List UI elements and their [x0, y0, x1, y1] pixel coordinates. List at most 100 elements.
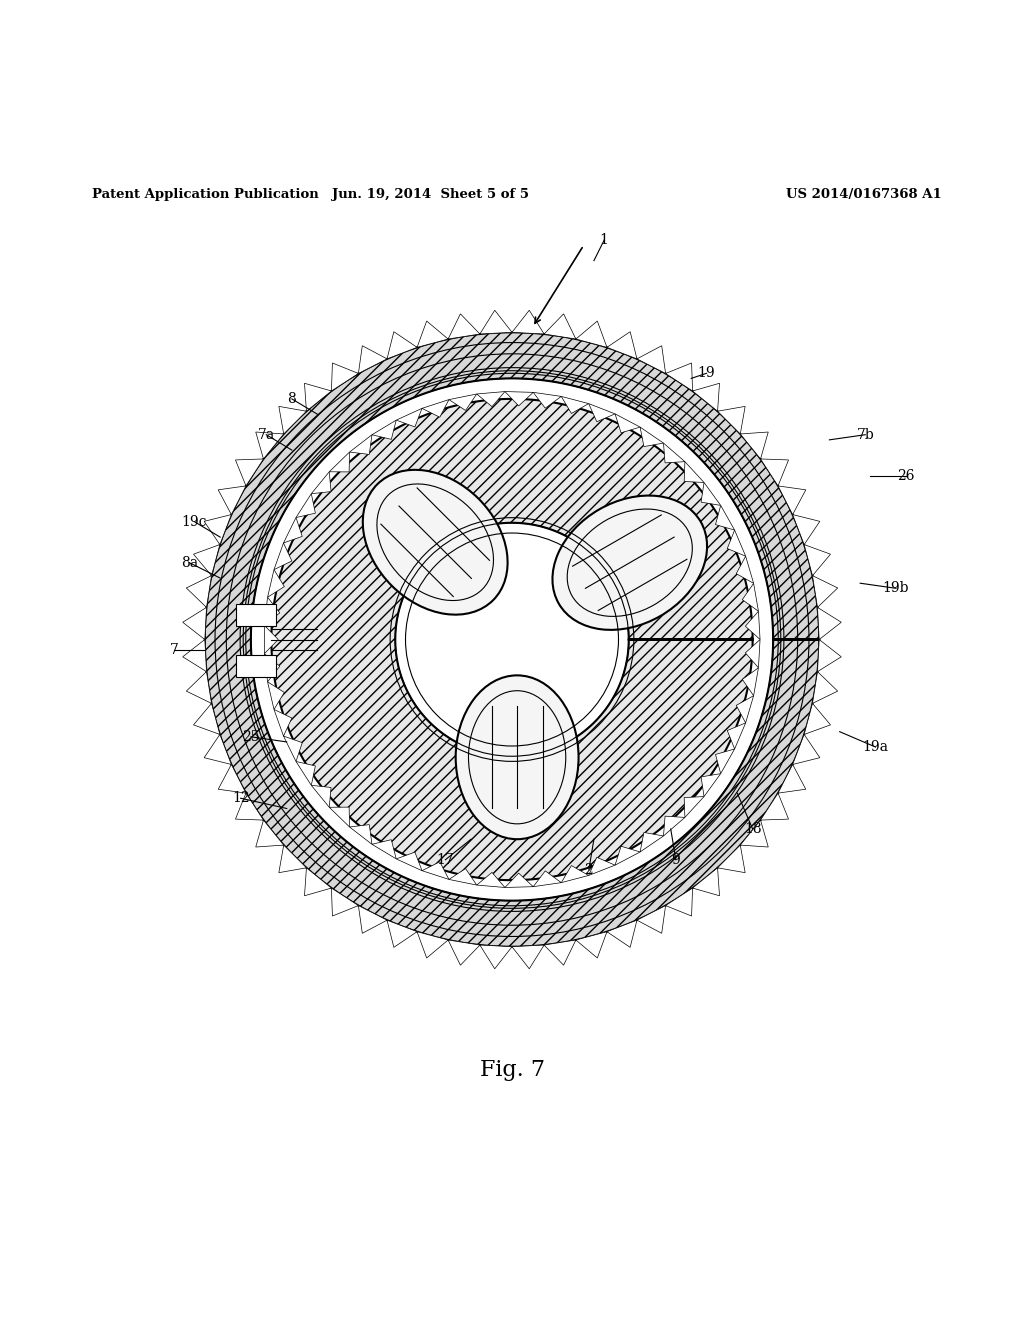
Text: 17: 17	[436, 853, 455, 867]
Text: 8a: 8a	[181, 556, 198, 570]
Polygon shape	[236, 459, 263, 486]
Polygon shape	[480, 945, 512, 969]
Polygon shape	[264, 653, 280, 682]
Polygon shape	[716, 506, 734, 531]
Polygon shape	[279, 407, 306, 434]
Polygon shape	[449, 393, 477, 411]
Polygon shape	[296, 762, 315, 785]
Polygon shape	[637, 346, 666, 374]
Polygon shape	[505, 873, 534, 887]
Polygon shape	[449, 314, 480, 339]
Text: 19b: 19b	[883, 581, 909, 595]
Polygon shape	[204, 734, 231, 764]
Polygon shape	[793, 515, 820, 545]
Polygon shape	[387, 920, 417, 948]
Polygon shape	[761, 793, 788, 820]
Polygon shape	[804, 704, 830, 734]
Text: 1: 1	[600, 234, 608, 247]
Text: Jun. 19, 2014  Sheet 5 of 5: Jun. 19, 2014 Sheet 5 of 5	[332, 187, 528, 201]
Polygon shape	[804, 545, 830, 576]
Polygon shape	[727, 723, 745, 748]
Polygon shape	[640, 833, 664, 851]
Polygon shape	[279, 845, 306, 873]
Text: 18: 18	[743, 822, 762, 836]
Polygon shape	[182, 639, 207, 672]
Polygon shape	[534, 392, 561, 408]
Polygon shape	[778, 486, 806, 515]
Polygon shape	[666, 888, 692, 916]
Polygon shape	[372, 840, 396, 859]
Polygon shape	[512, 310, 544, 334]
FancyBboxPatch shape	[236, 603, 276, 626]
Polygon shape	[561, 866, 589, 883]
Polygon shape	[561, 396, 589, 413]
Polygon shape	[264, 626, 279, 653]
Polygon shape	[778, 764, 806, 793]
Polygon shape	[358, 906, 387, 933]
Polygon shape	[740, 432, 768, 459]
Text: 7a: 7a	[258, 428, 274, 442]
Polygon shape	[666, 363, 692, 391]
Polygon shape	[236, 793, 263, 820]
Text: 7b: 7b	[856, 428, 874, 442]
Polygon shape	[264, 597, 280, 626]
Polygon shape	[417, 321, 449, 347]
Polygon shape	[701, 483, 721, 506]
Polygon shape	[718, 407, 745, 434]
Polygon shape	[589, 404, 615, 421]
Polygon shape	[182, 607, 207, 639]
Polygon shape	[742, 583, 759, 611]
Text: 7: 7	[170, 643, 178, 657]
Polygon shape	[745, 639, 760, 668]
FancyBboxPatch shape	[236, 655, 276, 677]
Polygon shape	[692, 867, 720, 896]
Polygon shape	[194, 545, 220, 576]
Text: 19a: 19a	[862, 741, 889, 754]
Polygon shape	[204, 515, 231, 545]
Polygon shape	[664, 816, 685, 836]
Polygon shape	[332, 888, 358, 916]
Polygon shape	[218, 764, 246, 793]
Polygon shape	[575, 321, 607, 347]
Polygon shape	[387, 331, 417, 359]
Polygon shape	[396, 408, 422, 426]
Text: 19c: 19c	[182, 515, 207, 529]
Polygon shape	[534, 871, 561, 887]
Polygon shape	[422, 400, 449, 417]
Polygon shape	[664, 444, 685, 463]
Polygon shape	[396, 853, 422, 871]
Polygon shape	[505, 392, 534, 405]
Polygon shape	[194, 704, 220, 734]
Polygon shape	[684, 796, 705, 817]
Polygon shape	[417, 932, 449, 958]
Polygon shape	[304, 867, 332, 896]
Polygon shape	[274, 709, 292, 737]
Ellipse shape	[553, 495, 707, 630]
Polygon shape	[256, 432, 284, 459]
Polygon shape	[607, 920, 637, 948]
Text: Patent Application Publication: Patent Application Publication	[92, 187, 318, 201]
Polygon shape	[256, 820, 284, 847]
Polygon shape	[284, 737, 302, 762]
Polygon shape	[330, 807, 349, 828]
Ellipse shape	[362, 470, 508, 615]
Polygon shape	[607, 331, 637, 359]
Polygon shape	[718, 845, 745, 873]
Polygon shape	[701, 774, 721, 796]
Polygon shape	[271, 399, 753, 880]
Text: 8: 8	[288, 392, 296, 405]
Polygon shape	[218, 486, 246, 515]
Text: 26: 26	[897, 469, 915, 483]
Polygon shape	[186, 576, 212, 607]
Polygon shape	[332, 363, 358, 391]
Text: 2: 2	[585, 863, 593, 876]
Polygon shape	[330, 451, 349, 473]
Polygon shape	[544, 314, 575, 339]
Polygon shape	[742, 668, 759, 696]
Polygon shape	[812, 576, 838, 607]
Polygon shape	[422, 862, 449, 879]
Polygon shape	[311, 471, 331, 494]
Text: 25: 25	[242, 730, 260, 743]
Polygon shape	[267, 570, 285, 597]
Text: 9: 9	[672, 853, 680, 867]
